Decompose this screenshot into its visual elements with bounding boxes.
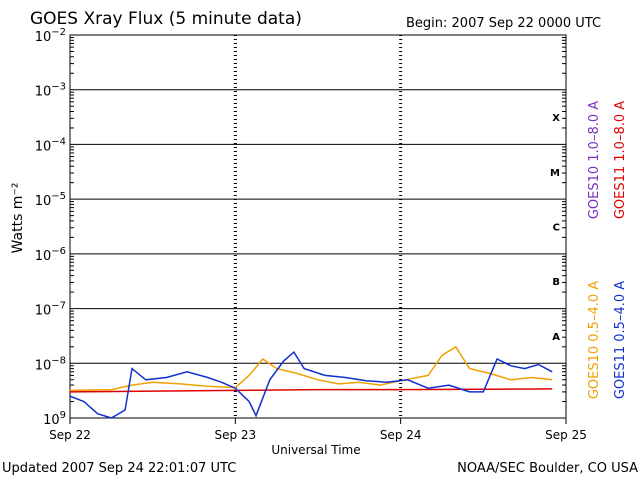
x-tick-label: Sep 22 [49,428,91,442]
series-line-2 [69,388,553,393]
flare-class-label: C [553,223,560,234]
flare-class-label: X [552,113,560,124]
flare-class-label: A [552,332,560,343]
y-tick-label: 10−8 [35,355,66,373]
x-axis-label: Universal Time [271,443,360,457]
legend-label-3: GOES10 0.5–4.0 A [587,281,602,399]
series-line-4 [69,350,553,419]
y-tick-label: 10−5 [35,191,66,209]
plot-frame [69,34,567,419]
x-tick-label: Sep 23 [214,428,256,442]
flare-class-label: M [550,168,560,179]
begin-label: Begin: 2007 Sep 22 0000 UTC [406,16,601,31]
x-tick-label: Sep 24 [380,428,422,442]
y-tick-label: 10−7 [35,301,66,319]
legend-label-2: GOES11 1.0–8.0 A [613,101,628,219]
x-tick-label: Sep 25 [545,428,587,442]
footer-updated: Updated 2007 Sep 24 22:01:07 UTC [2,461,236,476]
y-tick-label: 10−6 [35,246,66,264]
series-line-3 [69,345,553,392]
footer-source: NOAA/SEC Boulder, CO USA [457,461,638,476]
legend-label-1: GOES10 1.0–8.0 A [587,101,602,219]
y-tick-label: 10−4 [35,136,66,154]
y-tick-label: 109 [43,410,66,428]
y-tick-label: 10−2 [35,27,66,45]
chart-title: GOES Xray Flux (5 minute data) [30,9,302,29]
legend-label-4: GOES11 0.5–4.0 A [613,281,628,399]
flare-class-label: B [552,277,560,288]
plot-area: Sep 22 Sep 23 Sep 24 Sep 25 10−2 10−3 10−4 10−5… [35,27,628,442]
y-axis-label: Watts m⁻² [10,183,26,254]
y-tick-label: 10−3 [35,82,66,100]
